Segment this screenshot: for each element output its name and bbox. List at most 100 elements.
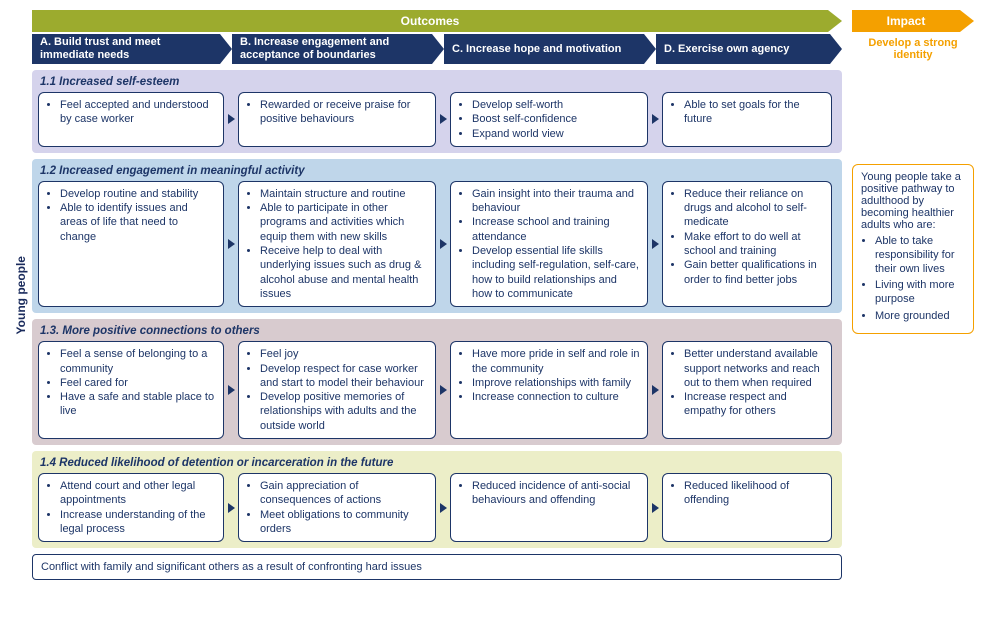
cell-item: Able to participate in other programs an… <box>260 201 428 244</box>
chevron-tip-icon <box>828 10 842 32</box>
section-s3: 1.3. More positive connections to others… <box>32 319 842 445</box>
cell-item: Feel joy <box>260 347 428 361</box>
cell-b: Feel joyDevelop respect for case worker … <box>238 341 436 439</box>
cell-item: Receive help to deal with underlying iss… <box>260 244 428 301</box>
impact-banner: Impact <box>852 10 974 32</box>
header-b-label: B. Increase engagement and acceptance of… <box>232 34 432 64</box>
cell-b: Maintain structure and routineAble to pa… <box>238 181 436 307</box>
cell-c: Develop self-worthBoost self-confidenceE… <box>450 92 648 147</box>
chevron-tip-icon <box>432 34 444 64</box>
cell-d: Reduce their reliance on drugs and alcoh… <box>662 181 832 307</box>
cell-a: Feel accepted and understood by case wor… <box>38 92 224 147</box>
cell-item: Have more pride in self and role in the … <box>472 347 640 376</box>
cell-item: Develop self-worth <box>472 98 640 112</box>
header-a-label: A. Build trust and meet immediate needs <box>32 34 220 64</box>
impact-banner-row: Impact <box>852 10 974 32</box>
cell-item: Able to set goals for the future <box>684 98 824 127</box>
arrow-right-icon <box>224 473 238 542</box>
chevron-tip-icon <box>830 34 842 64</box>
cell-item: Maintain structure and routine <box>260 187 428 201</box>
cell-item: Increase understanding of the legal proc… <box>60 508 216 537</box>
cell-b: Gain appreciation of consequences of act… <box>238 473 436 542</box>
side-label: Young people <box>10 10 32 580</box>
arrow-right-icon <box>224 341 238 439</box>
outcomes-banner-row: Outcomes <box>32 10 842 32</box>
cell-item: Gain appreciation of consequences of act… <box>260 479 428 508</box>
cell-item: Meet obligations to community orders <box>260 508 428 537</box>
cell-b: Rewarded or receive praise for positive … <box>238 92 436 147</box>
sections: 1.1 Increased self-esteem Feel accepted a… <box>32 70 842 548</box>
arrow-right-icon <box>436 181 450 307</box>
page: Young people Outcomes A. Build trust and… <box>10 10 974 580</box>
cell-item: Rewarded or receive praise for positive … <box>260 98 428 127</box>
cell-item: Increase connection to culture <box>472 390 640 404</box>
impact-bullet: Living with more purpose <box>875 279 965 307</box>
cell-item: Develop positive memories of relationshi… <box>260 390 428 433</box>
impact-column: Impact Develop a strong identity Young p… <box>852 10 974 580</box>
section-title: 1.3. More positive connections to others <box>38 323 836 341</box>
arrow-right-icon <box>648 92 662 147</box>
arrow-right-icon <box>224 92 238 147</box>
cell-item: Feel accepted and understood by case wor… <box>60 98 216 127</box>
section-row: Develop routine and stabilityAble to ide… <box>38 181 836 307</box>
section-s4: 1.4 Reduced likelihood of detention or i… <box>32 451 842 548</box>
arrow-right-icon <box>648 181 662 307</box>
arrow-right-icon <box>436 473 450 542</box>
arrow-right-icon <box>648 473 662 542</box>
section-row: Feel accepted and understood by case wor… <box>38 92 836 147</box>
cell-c: Gain insight into their trauma and behav… <box>450 181 648 307</box>
impact-banner-label: Impact <box>852 10 960 32</box>
impact-subheader: Develop a strong identity <box>852 34 974 64</box>
main: Outcomes A. Build trust and meet immedia… <box>32 10 974 580</box>
cell-item: Attend court and other legal appointment… <box>60 479 216 508</box>
cell-item: Reduced incidence of anti-social behavio… <box>472 479 640 508</box>
cell-item: Develop essential life skills including … <box>472 244 640 301</box>
side-label-text: Young people <box>14 256 28 334</box>
column-headers: A. Build trust and meet immediate needs … <box>32 34 842 64</box>
cell-item: Feel a sense of belonging to a community <box>60 347 216 376</box>
impact-bullet: More grounded <box>875 310 965 324</box>
cell-item: Make effort to do well at school and tra… <box>684 230 824 259</box>
cell-item: Able to identify issues and areas of lif… <box>60 201 216 244</box>
impact-box: Young people take a positive pathway to … <box>852 164 974 334</box>
arrow-right-icon <box>436 92 450 147</box>
outcomes-banner: Outcomes <box>32 10 842 32</box>
cell-item: Boost self-confidence <box>472 112 640 126</box>
cell-item: Reduced likelihood of offending <box>684 479 824 508</box>
cell-item: Increase school and training attendance <box>472 215 640 244</box>
section-title: 1.1 Increased self-esteem <box>38 74 836 92</box>
cell-a: Feel a sense of belonging to a community… <box>38 341 224 439</box>
header-d: D. Exercise own agency <box>656 34 842 64</box>
chevron-tip-icon <box>644 34 656 64</box>
cell-item: Gain better qualifications in order to f… <box>684 258 824 287</box>
section-row: Attend court and other legal appointment… <box>38 473 836 542</box>
cell-item: Have a safe and stable place to live <box>60 390 216 419</box>
header-b: B. Increase engagement and acceptance of… <box>232 34 444 64</box>
header-a: A. Build trust and meet immediate needs <box>32 34 232 64</box>
section-s2: 1.2 Increased engagement in meaningful a… <box>32 159 842 313</box>
section-row: Feel a sense of belonging to a community… <box>38 341 836 439</box>
cell-item: Better understand available support netw… <box>684 347 824 390</box>
chevron-tip-icon <box>220 34 232 64</box>
cell-item: Develop routine and stability <box>60 187 216 201</box>
cell-d: Reduced likelihood of offending <box>662 473 832 542</box>
section-title: 1.4 Reduced likelihood of detention or i… <box>38 455 836 473</box>
cell-item: Expand world view <box>472 127 640 141</box>
impact-bullets: Able to take responsibility for their ow… <box>861 235 965 324</box>
chevron-tip-icon <box>960 10 974 32</box>
cell-a: Develop routine and stabilityAble to ide… <box>38 181 224 307</box>
arrow-right-icon <box>648 341 662 439</box>
cell-item: Feel cared for <box>60 376 216 390</box>
outcomes-column: Outcomes A. Build trust and meet immedia… <box>32 10 842 580</box>
section-s1: 1.1 Increased self-esteem Feel accepted a… <box>32 70 842 153</box>
cell-d: Better understand available support netw… <box>662 341 832 439</box>
cell-c: Reduced incidence of anti-social behavio… <box>450 473 648 542</box>
cell-item: Increase respect and empathy for others <box>684 390 824 419</box>
conflict-note: Conflict with family and significant oth… <box>32 554 842 580</box>
impact-lead: Young people take a positive pathway to … <box>861 171 965 231</box>
header-c-label: C. Increase hope and motivation <box>444 34 644 64</box>
header-d-label: D. Exercise own agency <box>656 34 830 64</box>
arrow-right-icon <box>224 181 238 307</box>
cell-d: Able to set goals for the future <box>662 92 832 147</box>
cell-a: Attend court and other legal appointment… <box>38 473 224 542</box>
